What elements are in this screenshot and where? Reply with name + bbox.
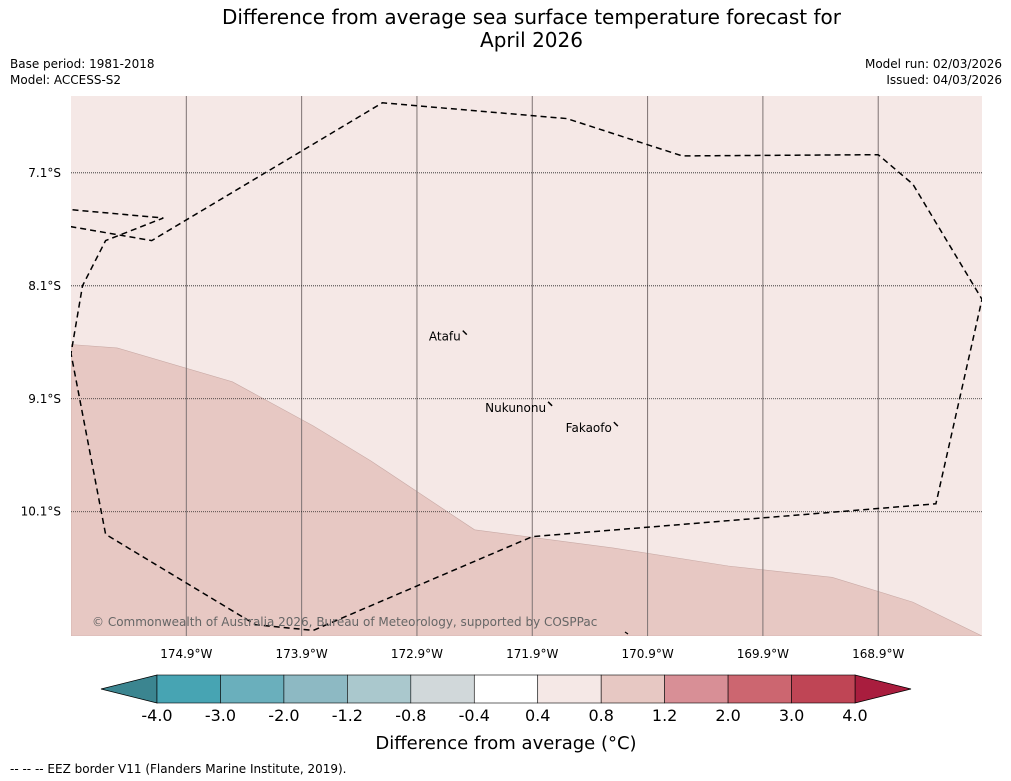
- colorbar-segment: [473, 674, 539, 704]
- place-label-nukunonu: Nukunonu: [485, 401, 546, 415]
- x-tick-label: 170.9°W: [621, 647, 673, 661]
- gridline-layer: [71, 96, 982, 636]
- x-tick-label: 168.9°W: [852, 647, 904, 661]
- colorbar-tick-label: 2.0: [715, 706, 740, 725]
- atoll-marker: [462, 330, 468, 336]
- model-run: Model run: 02/03/2026: [864, 57, 1002, 71]
- issued-date: Issued: 04/03/2026: [886, 73, 1002, 87]
- y-tick-label: 7.1°S: [28, 166, 61, 180]
- place-layer: Atafu Nukunonu Fakaofo: [429, 330, 629, 635]
- colorbar-tick-label: -4.0: [141, 706, 172, 725]
- atoll-marker: [547, 401, 553, 407]
- colorbar-segment: [791, 674, 856, 704]
- atoll-marker: [624, 631, 629, 635]
- colorbar-tick-label: -0.4: [459, 706, 490, 725]
- anomaly-field-layer: [71, 344, 982, 636]
- place-label-fakaofo: Fakaofo: [566, 421, 612, 435]
- x-tick-label: 173.9°W: [276, 647, 328, 661]
- x-tick-label: 171.9°W: [506, 647, 558, 661]
- eez-layer: [71, 102, 982, 632]
- colorbar-segment: [664, 674, 729, 704]
- colorbar-segment: [347, 674, 412, 704]
- colorbar-tick-label: -3.0: [205, 706, 236, 725]
- tick-label-layer: 174.9°W 173.9°W 172.9°W 171.9°W 170.9°W 169.9…: [21, 166, 905, 661]
- y-tick-label: 10.1°S: [21, 505, 61, 519]
- y-tick-label: 9.1°S: [28, 392, 61, 406]
- colorbar-tick-label: 0.8: [588, 706, 613, 725]
- colorbar-segment: [727, 674, 792, 704]
- colorbar-tick-label: -2.0: [268, 706, 299, 725]
- colorbar-segment: [537, 674, 602, 704]
- colorbar-segment: [283, 674, 348, 704]
- chart-title: Difference from average sea surface temp…: [221, 5, 841, 52]
- copyright-text: © Commonwealth of Australia 2026, Bureau…: [92, 615, 597, 629]
- colorbar-segment: [600, 674, 665, 704]
- meta-left: Base period: 1981-2018 Model: ACCESS-S2: [10, 56, 155, 88]
- anomaly-region-1: [71, 344, 982, 636]
- eez-border-line: [71, 102, 982, 632]
- colorbar-tick-label: 1.2: [652, 706, 677, 725]
- meta-right: Model run: 02/03/2026 Issued: 04/03/2026: [865, 56, 1002, 88]
- x-tick-label: 169.9°W: [737, 647, 789, 661]
- colorbar-title: Difference from average (°C): [375, 733, 636, 754]
- base-period: Base period: 1981-2018: [10, 57, 155, 71]
- colorbar-extend-low: [100, 674, 158, 704]
- colorbar-tick-label: -0.8: [395, 706, 426, 725]
- model-name: Model: ACCESS-S2: [10, 73, 122, 87]
- colorbar-tick-label: 3.0: [779, 706, 804, 725]
- colorbar-tick-label: 4.0: [842, 706, 867, 725]
- x-tick-label: 172.9°W: [391, 647, 443, 661]
- atoll-marker: [613, 421, 619, 427]
- colorbar: -4.0 -3.0 -2.0 -1.2 -0.8 -0.4 0.4 0.8 1.2 2.0 3.0 4…: [100, 674, 912, 725]
- y-tick-label: 8.1°S: [28, 279, 61, 293]
- colorbar-segment: [410, 674, 475, 704]
- colorbar-segment: [156, 674, 221, 704]
- colorbar-segment: [220, 674, 285, 704]
- eez-legend: -- -- -- EEZ border V11 (Flanders Marine…: [10, 762, 347, 776]
- place-label-atafu: Atafu: [429, 330, 461, 344]
- colorbar-tick-label: -1.2: [332, 706, 363, 725]
- colorbar-tick-label: 0.4: [525, 706, 550, 725]
- x-tick-label: 174.9°W: [160, 647, 212, 661]
- colorbar-extend-high: [854, 674, 912, 704]
